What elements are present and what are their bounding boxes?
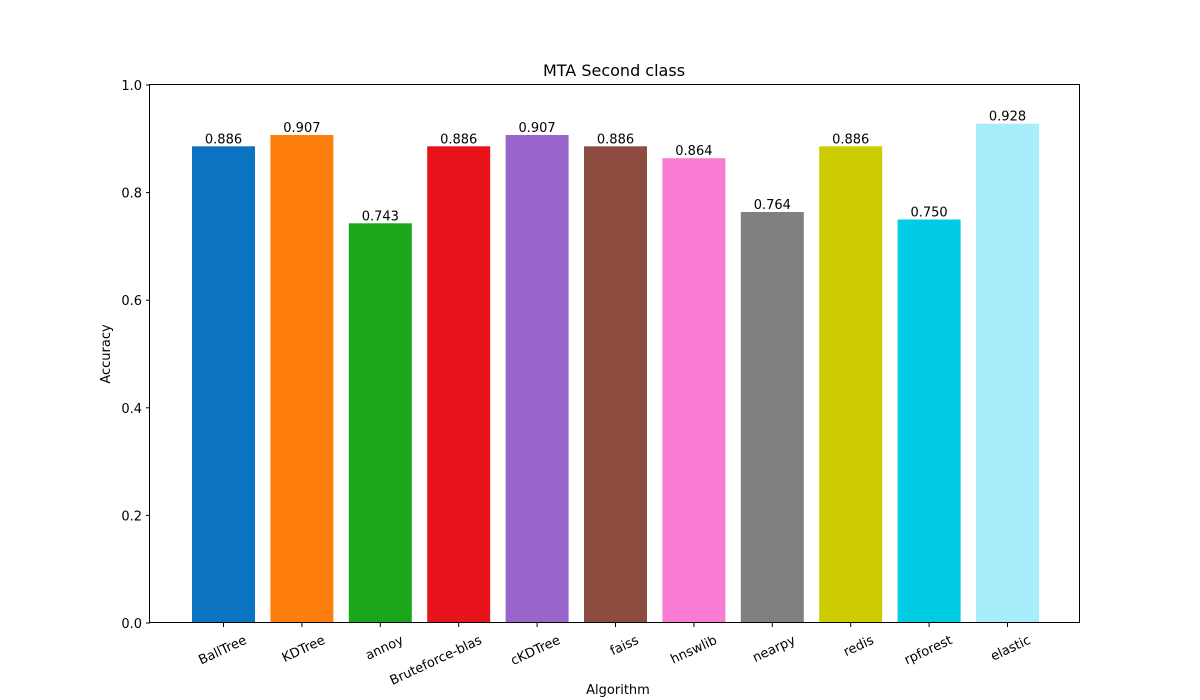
x-tick-label-ckdtree: cKDTree (509, 633, 563, 669)
plot-frame (149, 84, 1080, 623)
bar-bruteforce-blas (427, 146, 491, 624)
bar-rpforest (897, 219, 961, 623)
bar-balltree (192, 146, 255, 624)
x-tick-label-nearpy: nearpy (750, 633, 798, 666)
x-tick-label-rpforest: rpforest (902, 633, 955, 668)
x-tick-label-redis: redis (841, 633, 876, 660)
bar-annoy (348, 223, 412, 624)
value-label-balltree: 0.886 (205, 132, 242, 147)
value-label-annoy: 0.743 (362, 209, 399, 224)
bar-faiss (584, 146, 647, 624)
x-tick-label-elastic: elastic (989, 633, 1034, 664)
x-tick-label-hnswlib: hnswlib (669, 633, 720, 667)
x-tick-label-balltree: BallTree (196, 633, 249, 668)
bar-redis (819, 146, 883, 624)
y-tick-label: 0.4 (121, 402, 142, 417)
value-label-nearpy: 0.764 (754, 198, 791, 213)
chart-title: MTA Second class (543, 61, 685, 80)
y-tick-label: 0.0 (121, 617, 142, 632)
y-tick-label: 0.8 (121, 187, 142, 202)
bar-nearpy (740, 212, 804, 623)
value-label-elastic: 0.928 (989, 110, 1026, 125)
value-label-rpforest: 0.750 (910, 206, 947, 221)
x-tick-label-annoy: annoy (363, 633, 406, 664)
bar-hnswlib (662, 158, 726, 623)
x-tick-label-kdtree: KDTree (280, 633, 328, 666)
bar-ckdtree (505, 135, 569, 623)
y-tick-label: 0.2 (121, 509, 142, 524)
value-label-ckdtree: 0.907 (518, 121, 555, 136)
value-label-redis: 0.886 (832, 132, 869, 147)
value-labels-layer: 0.886 0.907 0.743 0.886 0.907 0.886 0.864 0.764… (205, 110, 1026, 225)
y-axis-label: Accuracy (99, 324, 114, 384)
value-label-kdtree: 0.907 (283, 121, 320, 136)
bar-elastic (976, 123, 1039, 623)
value-label-hnswlib: 0.864 (675, 144, 712, 159)
y-tick-label: 1.0 (121, 79, 142, 94)
x-tick-label-faiss: faiss (608, 633, 641, 659)
value-label-bruteforce-blas: 0.886 (440, 132, 477, 147)
y-tick-label: 0.6 (121, 294, 142, 309)
x-axis-label: Algorithm (586, 683, 650, 698)
bar-kdtree (270, 135, 334, 623)
value-label-faiss: 0.886 (597, 132, 634, 147)
bars-layer (192, 123, 1039, 624)
y-ticks-layer: 0.0 0.2 0.4 0.6 0.8 1.0 (121, 79, 150, 632)
